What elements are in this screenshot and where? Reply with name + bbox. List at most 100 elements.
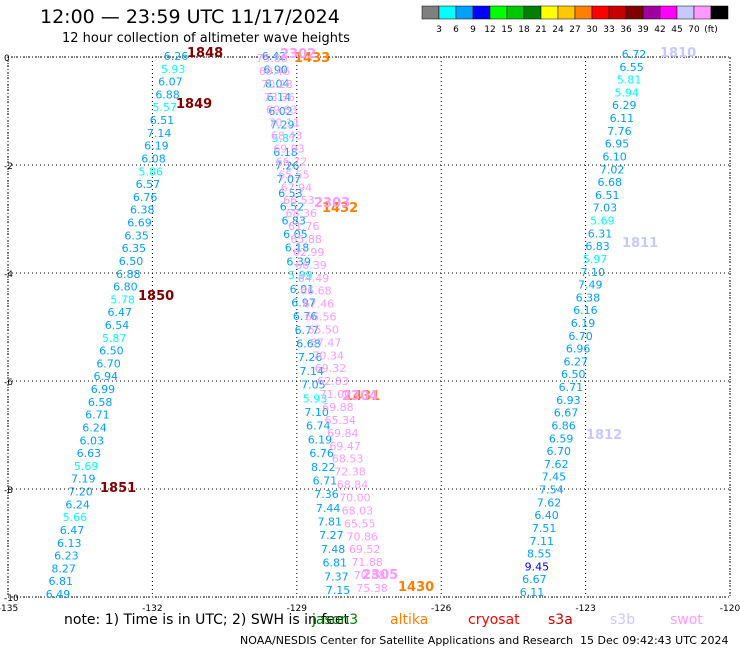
- wave-height-label: 6.40: [534, 509, 559, 522]
- wave-height-label: 6.42: [262, 50, 287, 63]
- wave-height-label: 6.54: [105, 319, 130, 332]
- wave-height-label: 68.53: [332, 453, 364, 466]
- wave-height-label: 62.83: [317, 375, 349, 388]
- colorbar-label: 6: [453, 25, 459, 35]
- pass-time-label: 1848: [187, 46, 223, 61]
- wave-height-label: 6.58: [88, 396, 113, 409]
- colorbar-label: 18: [518, 25, 530, 35]
- wave-height-label: 7.05: [301, 379, 326, 392]
- wave-height-label: 6.23: [54, 550, 79, 563]
- wave-height-label: 7.15: [326, 584, 351, 597]
- wave-height-label: 6.52: [280, 201, 305, 214]
- colorbar-label: 3: [436, 25, 442, 35]
- wave-height-label: 6.74: [306, 420, 331, 433]
- wave-height-label: 5.69: [590, 215, 615, 228]
- wave-height-label: 65.55: [344, 517, 376, 530]
- colorbar-label: 70: [688, 25, 700, 35]
- wave-height-label: 68.36: [286, 207, 318, 220]
- wave-height-label: 6.67: [554, 407, 579, 420]
- wave-height-label: 7.51: [532, 522, 557, 535]
- x-tick-label: -123: [575, 604, 595, 614]
- wave-height-label: 6.13: [57, 537, 82, 550]
- x-tick-label: -120: [720, 604, 740, 614]
- legend-cryosat: cryosat: [468, 612, 520, 628]
- wave-height-label: 7.49: [578, 279, 603, 292]
- wave-height-label: 6.24: [82, 421, 107, 434]
- legend-altika: altika: [390, 612, 429, 628]
- wave-height-label: 6.50: [561, 368, 586, 381]
- wave-height-label: 6.29: [612, 99, 637, 112]
- legend-s3a: s3a: [548, 612, 573, 628]
- wave-height-label: 6.70: [568, 330, 593, 343]
- wave-height-label: 7.45: [542, 471, 567, 484]
- wave-height-label: 6.71: [559, 381, 584, 394]
- wave-height-label: 70.34: [312, 349, 344, 362]
- wave-height-label: 7.14: [299, 365, 324, 378]
- wave-height-label: 69.84: [327, 427, 359, 440]
- wave-height-label: 5.87: [102, 332, 127, 345]
- y-tick-label: -10: [4, 594, 19, 604]
- x-tick-label: -126: [431, 604, 452, 614]
- wave-height-label: 7.81: [318, 516, 343, 529]
- wave-height-label: 5.69: [74, 460, 99, 473]
- wave-height-label: 6.24: [65, 498, 90, 511]
- wave-height-label: 72.38: [334, 466, 366, 479]
- wave-height-label: 7.37: [324, 570, 349, 583]
- pass-time-label: 2305: [362, 568, 398, 583]
- wave-height-label: 8.22: [311, 461, 336, 474]
- wave-height-label: 6.03: [79, 434, 104, 447]
- wave-height-label: 64.49: [298, 272, 330, 285]
- wave-height-label: 67.47: [310, 336, 342, 349]
- wave-height-label: 75.38: [356, 582, 388, 595]
- colorbar-label: 9: [470, 25, 476, 35]
- wave-height-label: 6.50: [99, 345, 124, 358]
- wave-height-label: 6.08: [141, 152, 166, 165]
- colorbar-label: 36: [620, 25, 632, 35]
- wave-height-label: 5.57: [153, 101, 178, 114]
- wave-height-label: 7.48: [321, 543, 346, 556]
- colorbar-label: 21: [535, 25, 546, 35]
- pass-time-label: 1433: [294, 51, 330, 66]
- wave-height-label: 67.46: [303, 298, 335, 311]
- colorbar-label: 12: [484, 25, 495, 35]
- wave-height-label: 7.27: [319, 529, 344, 542]
- wave-height-label: 6.57: [136, 178, 161, 191]
- pass-time-label: 1431: [344, 389, 380, 404]
- wave-height-label: 6.51: [150, 114, 175, 127]
- wave-height-label: 6.76: [293, 310, 318, 323]
- wave-height-label: 6.99: [91, 383, 116, 396]
- wave-height-label: 66.68: [300, 285, 332, 298]
- wave-height-label: 65.88: [290, 233, 322, 246]
- wave-height-label: 6.38: [130, 204, 155, 217]
- wave-height-label: 70.86: [346, 530, 378, 543]
- x-tick-label: -132: [142, 604, 162, 614]
- wave-height-label: 7.29: [270, 118, 295, 131]
- wave-height-label: 7.10: [304, 406, 329, 419]
- note-text: note: 1) Time is in UTC; 2) SWH is in fe…: [64, 612, 350, 628]
- wave-height-label: 6.69: [127, 217, 152, 230]
- wave-height-label: 69.83: [266, 104, 298, 117]
- wave-height-label: 70.88: [354, 569, 386, 582]
- wave-height-label: 6.71: [313, 474, 338, 487]
- legend-s3b: s3b: [610, 612, 636, 628]
- wave-height-label: 66.39: [295, 259, 327, 272]
- wave-height-label: 61.76: [288, 220, 320, 233]
- wave-height-label: 9.45: [525, 560, 550, 573]
- y-tick-label: -6: [4, 378, 13, 388]
- wave-height-label: 7.44: [316, 502, 341, 515]
- wave-height-label: 5.97: [583, 253, 608, 266]
- wave-height-label: 6.63: [77, 447, 102, 460]
- pass-time-label: 2302: [280, 47, 316, 62]
- legend-jason3: jason3: [312, 612, 359, 628]
- wave-height-label: 6.83: [281, 214, 306, 227]
- wave-height-label: 69.52: [349, 543, 381, 556]
- colorbar-label: (ft): [704, 25, 718, 35]
- wave-height-label: 6.55: [619, 61, 644, 74]
- wave-height-label: 7.36: [314, 488, 339, 501]
- colorbar-label: 33: [603, 25, 614, 35]
- wave-height-label: 6.10: [602, 150, 627, 163]
- wave-height-label: 6.47: [60, 524, 85, 537]
- wave-height-label: 66.53: [283, 194, 315, 207]
- wave-height-label: 6.38: [576, 291, 601, 304]
